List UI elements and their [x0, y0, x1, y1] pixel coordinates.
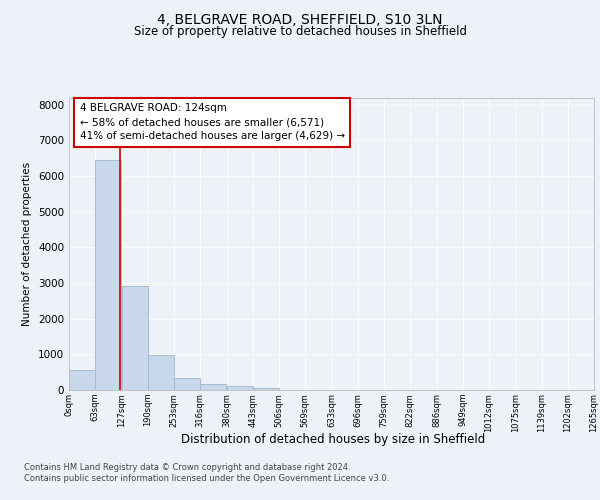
Text: Size of property relative to detached houses in Sheffield: Size of property relative to detached ho… [133, 25, 467, 38]
Bar [69, 370, 95, 390]
Text: 4, BELGRAVE ROAD, SHEFFIELD, S10 3LN: 4, BELGRAVE ROAD, SHEFFIELD, S10 3LN [157, 12, 443, 26]
Bar [95, 160, 121, 390]
Bar [200, 384, 226, 390]
Bar [227, 386, 253, 390]
Text: Contains HM Land Registry data © Crown copyright and database right 2024.: Contains HM Land Registry data © Crown c… [24, 462, 350, 471]
Text: Contains public sector information licensed under the Open Government Licence v3: Contains public sector information licen… [24, 474, 389, 483]
Y-axis label: Number of detached properties: Number of detached properties [22, 162, 32, 326]
Text: 4 BELGRAVE ROAD: 124sqm
← 58% of detached houses are smaller (6,571)
41% of semi: 4 BELGRAVE ROAD: 124sqm ← 58% of detache… [79, 104, 344, 142]
Bar [253, 388, 279, 390]
Bar [148, 356, 174, 390]
Bar [122, 286, 148, 390]
Bar [174, 378, 200, 390]
Text: Distribution of detached houses by size in Sheffield: Distribution of detached houses by size … [181, 432, 485, 446]
